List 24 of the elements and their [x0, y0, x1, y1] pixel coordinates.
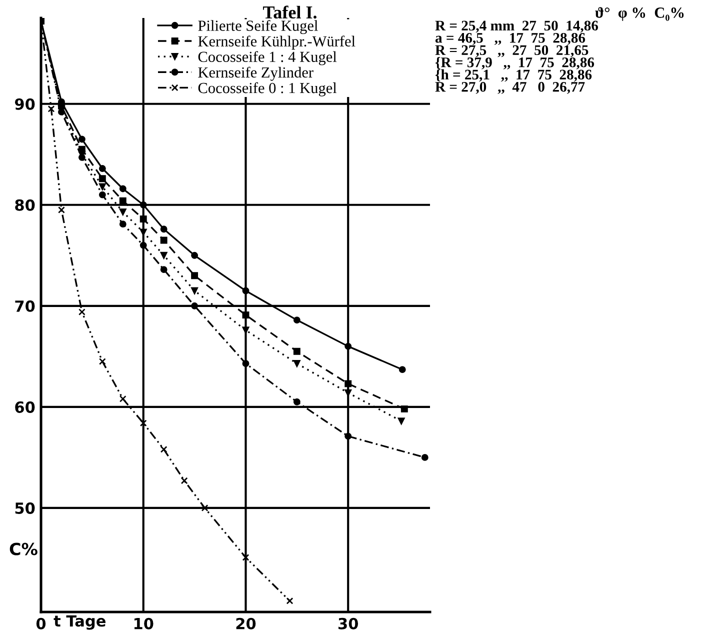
- legend-label: Kernseife Zylinder: [198, 66, 314, 81]
- y-tick-label: 80: [15, 199, 35, 211]
- chart-title: Tafel I.: [263, 6, 316, 19]
- legend-label: Cocosseife 1 : 4 Kugel: [198, 51, 337, 66]
- y-axis-title: C%: [10, 542, 38, 556]
- text: {h = 25,1 ,, 17 75 28,86: [435, 69, 592, 82]
- x-tick-label: 20: [236, 618, 256, 630]
- y-tick-label: 50: [15, 502, 35, 514]
- legend-label: Pilierte Seife Kugel: [198, 20, 318, 34]
- x-tick-label: 10: [134, 618, 154, 630]
- y-tick-label: 60: [15, 401, 35, 413]
- x-tick-label: 0: [36, 618, 46, 630]
- y-tick-label: 90: [14, 98, 35, 110]
- legend-label: Cocosseife 0 : 1 Kugel: [198, 82, 337, 96]
- x-tick-label: 30: [338, 618, 358, 630]
- text: R = 27,0 ,, 47 0 26,77: [435, 82, 585, 94]
- text: {R = 37,9 ,, 17 75 28,86: [435, 57, 594, 70]
- text: ϑ° φ % C₀%: [595, 7, 684, 21]
- y-tick-label: 70: [15, 300, 35, 312]
- text: R = 25,4 mm 27 50 14,86: [435, 20, 598, 33]
- legend-label: Kernseife Kühlpr.-Würfel: [198, 36, 356, 50]
- text: R = 27,5 ,, 27 50 21,65: [435, 45, 588, 58]
- text: a = 46,5 ,, 17 75 28,86: [435, 32, 586, 45]
- x-axis-title: t Tage: [54, 615, 106, 630]
